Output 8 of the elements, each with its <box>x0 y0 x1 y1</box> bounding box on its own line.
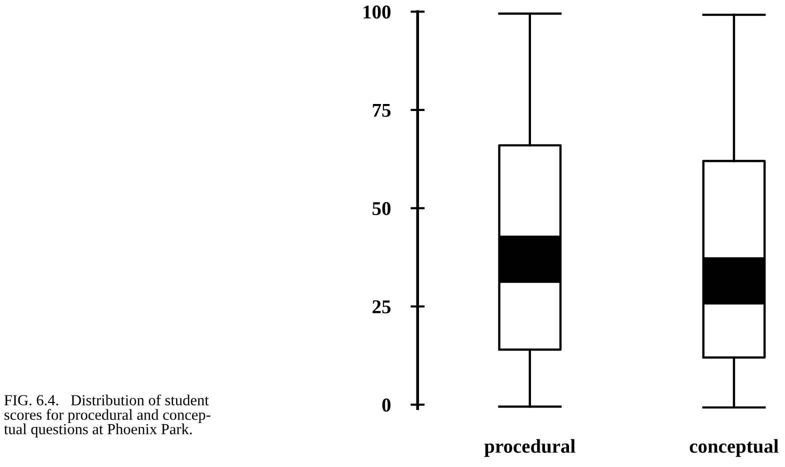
y-tick-label: 50 <box>372 202 390 216</box>
y-tick-label: 100 <box>364 5 390 19</box>
y-tick-label: 0 <box>382 398 390 412</box>
y-tick-label: 75 <box>372 104 391 117</box>
x-tick-label: conceptual <box>690 439 778 457</box>
y-tick-label: 25 <box>372 300 391 314</box>
caption: FIG. 6.4. Distribution of student scores for procedural and concep- tual questions at Phoenix Park. <box>4 394 210 438</box>
x-tick-label: procedural <box>484 439 576 457</box>
